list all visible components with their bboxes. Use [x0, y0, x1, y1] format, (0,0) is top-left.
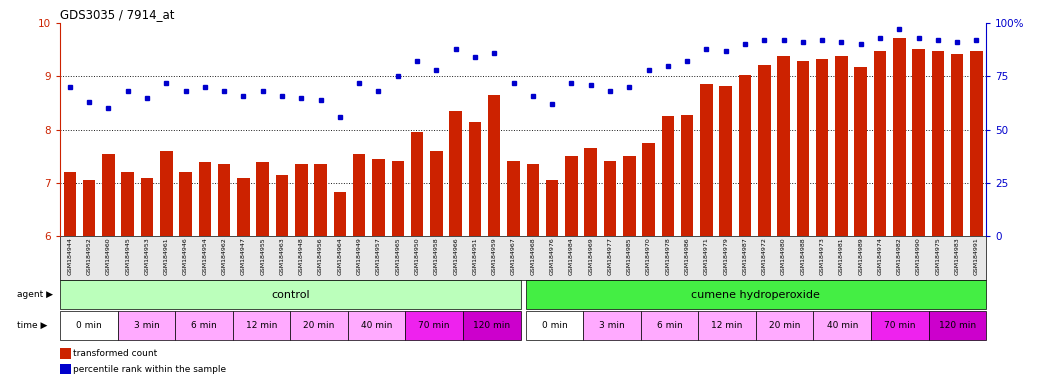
- Text: control: control: [271, 290, 309, 300]
- Bar: [449, 111, 462, 236]
- Bar: [874, 51, 886, 236]
- Text: 40 min: 40 min: [361, 321, 392, 330]
- Bar: [353, 154, 365, 236]
- Bar: [256, 162, 269, 236]
- Text: time ▶: time ▶: [17, 321, 47, 330]
- Bar: [565, 156, 577, 236]
- Bar: [719, 86, 732, 236]
- Text: agent ▶: agent ▶: [17, 290, 53, 299]
- Bar: [63, 172, 76, 236]
- Text: 20 min: 20 min: [303, 321, 335, 330]
- Text: 120 min: 120 min: [938, 321, 976, 330]
- Text: 3 min: 3 min: [599, 321, 625, 330]
- Bar: [315, 164, 327, 236]
- Text: 40 min: 40 min: [826, 321, 858, 330]
- Text: 12 min: 12 min: [246, 321, 277, 330]
- Bar: [218, 164, 230, 236]
- Bar: [854, 67, 867, 236]
- Bar: [102, 154, 114, 236]
- Text: percentile rank within the sample: percentile rank within the sample: [73, 364, 226, 374]
- Bar: [951, 54, 963, 236]
- Bar: [121, 172, 134, 236]
- Bar: [777, 56, 790, 236]
- Text: 3 min: 3 min: [134, 321, 160, 330]
- Text: 70 min: 70 min: [884, 321, 916, 330]
- Bar: [971, 51, 983, 236]
- Bar: [661, 116, 674, 236]
- Bar: [816, 59, 828, 236]
- Bar: [643, 143, 655, 236]
- Text: 12 min: 12 min: [711, 321, 743, 330]
- Bar: [276, 175, 289, 236]
- Bar: [739, 75, 752, 236]
- Bar: [295, 164, 307, 236]
- Bar: [180, 172, 192, 236]
- Bar: [546, 180, 558, 236]
- Text: 6 min: 6 min: [191, 321, 217, 330]
- Bar: [584, 148, 597, 236]
- Bar: [411, 132, 424, 236]
- Bar: [701, 84, 713, 236]
- Bar: [604, 161, 617, 236]
- Text: 20 min: 20 min: [769, 321, 800, 330]
- Text: 120 min: 120 min: [473, 321, 511, 330]
- Bar: [488, 95, 500, 236]
- Text: GDS3035 / 7914_at: GDS3035 / 7914_at: [60, 8, 174, 21]
- Text: cumene hydroperoxide: cumene hydroperoxide: [691, 290, 820, 300]
- Bar: [681, 115, 693, 236]
- Bar: [333, 192, 346, 236]
- Bar: [83, 180, 95, 236]
- Bar: [758, 65, 770, 236]
- Text: 0 min: 0 min: [76, 321, 102, 330]
- Bar: [141, 177, 154, 236]
- Bar: [160, 151, 172, 236]
- Bar: [836, 56, 848, 236]
- Bar: [932, 51, 945, 236]
- Bar: [391, 161, 404, 236]
- Bar: [469, 122, 482, 236]
- Bar: [796, 61, 809, 236]
- Bar: [526, 164, 539, 236]
- Bar: [198, 162, 211, 236]
- Text: transformed count: transformed count: [73, 349, 157, 358]
- Bar: [623, 156, 635, 236]
- Text: 70 min: 70 min: [418, 321, 450, 330]
- Bar: [893, 38, 905, 236]
- Bar: [508, 161, 520, 236]
- Text: 6 min: 6 min: [657, 321, 682, 330]
- Bar: [430, 151, 442, 236]
- Text: 0 min: 0 min: [542, 321, 568, 330]
- Bar: [373, 159, 385, 236]
- Bar: [912, 49, 925, 236]
- Bar: [238, 177, 250, 236]
